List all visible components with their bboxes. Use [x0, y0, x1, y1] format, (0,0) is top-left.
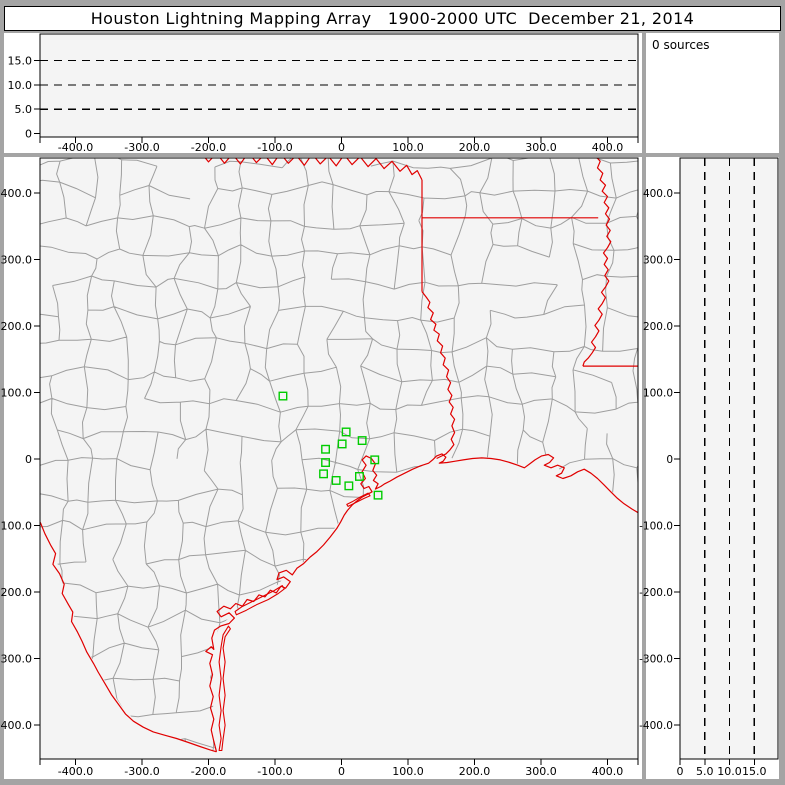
svg-text:-200.0: -200.0: [191, 141, 226, 154]
svg-text:0: 0: [338, 141, 345, 154]
svg-text:100.0: 100.0: [1, 387, 33, 400]
svg-text:-400.0: -400.0: [58, 141, 93, 154]
svg-text:300.0: 300.0: [643, 255, 673, 267]
svg-text:400.0: 400.0: [643, 188, 673, 200]
svg-text:100.0: 100.0: [643, 388, 673, 400]
station-square: [373, 490, 383, 500]
station-square: [344, 481, 354, 491]
svg-text:0: 0: [338, 765, 345, 778]
svg-text:300.0: 300.0: [525, 765, 557, 778]
svg-text:-200.0: -200.0: [639, 587, 673, 599]
sources-panel: 0 sources: [646, 33, 779, 153]
svg-text:0: 0: [25, 128, 32, 141]
station-square: [337, 439, 347, 449]
svg-text:5.0: 5.0: [15, 103, 33, 116]
svg-text:15.0: 15.0: [8, 55, 33, 68]
svg-text:-300.0: -300.0: [639, 654, 673, 666]
svg-text:-400.0: -400.0: [639, 720, 673, 732]
svg-text:-100.0: -100.0: [0, 520, 32, 533]
svg-text:-300.0: -300.0: [124, 765, 159, 778]
svg-text:15.0: 15.0: [742, 765, 767, 778]
page-title: Houston Lightning Mapping Array 1900-200…: [90, 9, 695, 28]
svg-text:-100.0: -100.0: [639, 521, 673, 533]
sources-count-label: 0 sources: [652, 38, 710, 52]
altitude-ew-panel: 0 5.0 10.0 15.0 -400.0 -300.0 -200.0 -100.0 0 100…: [4, 33, 642, 154]
svg-text:0: 0: [666, 454, 673, 466]
station-square: [341, 427, 351, 437]
svg-text:5.0: 5.0: [696, 765, 714, 778]
map-plot[interactable]: -400.0 -300.0 -200.0 -100.0 0 100.0 200.0 300.0…: [0, 157, 642, 779]
svg-text:0: 0: [25, 453, 32, 466]
svg-text:-400.0: -400.0: [58, 765, 93, 778]
title-bar: Houston Lightning Mapping Array 1900-200…: [4, 6, 781, 31]
svg-text:-300.0: -300.0: [0, 653, 32, 666]
map-panel: -400.0 -300.0 -200.0 -100.0 0 100.0 200.0 300.0…: [0, 157, 642, 779]
svg-text:300.0: 300.0: [525, 141, 557, 154]
station-square: [321, 444, 330, 454]
station-square: [321, 458, 330, 467]
svg-text:-300.0: -300.0: [124, 141, 159, 154]
altitude-ns-panel: 400.0 300.0 200.0 100.0 0 -100.0 -200.0 -300.0 -…: [639, 157, 779, 779]
svg-text:400.0: 400.0: [1, 187, 33, 200]
svg-text:400.0: 400.0: [592, 141, 624, 154]
svg-text:300.0: 300.0: [1, 254, 33, 267]
svg-text:0: 0: [677, 765, 684, 778]
svg-text:400.0: 400.0: [592, 765, 624, 778]
station-square: [331, 476, 341, 485]
station-square: [319, 469, 328, 479]
svg-text:100.0: 100.0: [392, 141, 424, 154]
svg-text:200.0: 200.0: [459, 141, 491, 154]
svg-text:100.0: 100.0: [392, 765, 424, 778]
svg-text:-200.0: -200.0: [0, 586, 32, 599]
station-square: [355, 472, 364, 481]
station-square: [357, 436, 367, 445]
ew-altitude-plot[interactable]: 0 5.0 10.0 15.0 -400.0 -300.0 -200.0 -100.0 0 100…: [4, 33, 642, 154]
svg-text:-100.0: -100.0: [257, 141, 292, 154]
station-square: [278, 391, 288, 401]
ns-altitude-plot[interactable]: 400.0 300.0 200.0 100.0 0 -100.0 -200.0 -300.0 -…: [639, 157, 779, 779]
svg-text:10.0: 10.0: [717, 765, 742, 778]
svg-text:200.0: 200.0: [643, 321, 673, 333]
svg-text:10.0: 10.0: [8, 79, 33, 92]
svg-text:200.0: 200.0: [1, 320, 33, 333]
svg-text:-400.0: -400.0: [0, 719, 32, 732]
station-square: [370, 455, 380, 465]
svg-text:-100.0: -100.0: [257, 765, 292, 778]
svg-text:200.0: 200.0: [459, 765, 491, 778]
svg-text:-200.0: -200.0: [191, 765, 226, 778]
lma-station-squares: [278, 391, 383, 500]
